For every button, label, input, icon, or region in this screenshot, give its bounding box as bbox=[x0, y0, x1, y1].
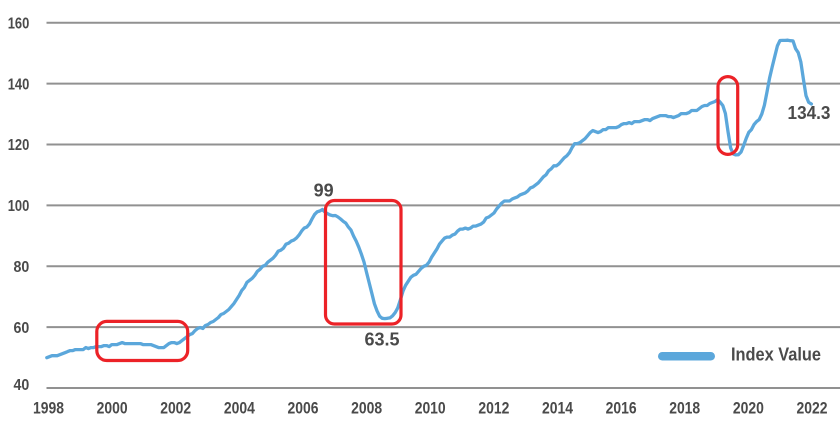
svg-text:40: 40 bbox=[14, 377, 30, 394]
svg-text:1998: 1998 bbox=[33, 399, 64, 418]
svg-text:60: 60 bbox=[14, 320, 30, 337]
svg-text:Index Value: Index Value bbox=[731, 345, 821, 365]
svg-text:2018: 2018 bbox=[669, 399, 700, 418]
svg-text:140: 140 bbox=[8, 76, 30, 93]
svg-text:2006: 2006 bbox=[288, 399, 319, 418]
svg-text:99: 99 bbox=[314, 180, 334, 200]
svg-text:2016: 2016 bbox=[606, 399, 637, 418]
svg-text:2008: 2008 bbox=[351, 399, 382, 418]
svg-text:134.3: 134.3 bbox=[788, 103, 831, 123]
svg-text:160: 160 bbox=[8, 15, 30, 32]
svg-text:2000: 2000 bbox=[97, 399, 128, 418]
svg-text:100: 100 bbox=[8, 198, 30, 215]
svg-text:2012: 2012 bbox=[478, 399, 509, 418]
svg-text:2010: 2010 bbox=[415, 399, 446, 418]
svg-text:2014: 2014 bbox=[542, 399, 573, 418]
svg-text:120: 120 bbox=[8, 137, 30, 154]
svg-text:2020: 2020 bbox=[733, 399, 764, 418]
svg-text:2022: 2022 bbox=[797, 399, 828, 418]
svg-text:2002: 2002 bbox=[160, 399, 191, 418]
svg-text:63.5: 63.5 bbox=[364, 330, 399, 350]
svg-text:80: 80 bbox=[14, 259, 30, 276]
svg-text:2004: 2004 bbox=[224, 399, 255, 418]
